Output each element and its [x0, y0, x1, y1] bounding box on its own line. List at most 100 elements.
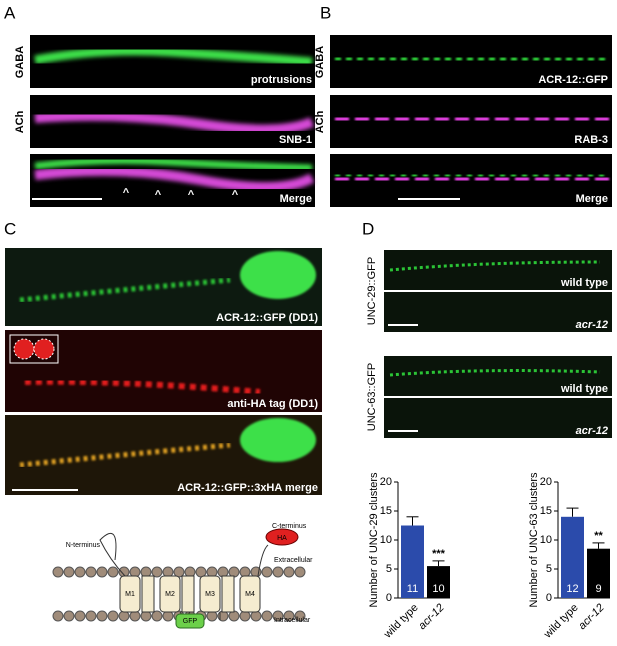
signal: [334, 174, 611, 184]
y-tick-label: 5: [386, 563, 392, 575]
lipid: [151, 566, 163, 578]
lipid: [261, 610, 273, 622]
image-label: wild type: [560, 383, 608, 395]
image: [330, 154, 612, 207]
lipid: [96, 566, 108, 578]
row-label: UNC-29::GFP: [366, 257, 378, 325]
image-label: ACR-12::GFP (DD1): [216, 312, 318, 324]
y-tick-label: 10: [540, 534, 552, 546]
image: [330, 95, 612, 148]
lipid: [63, 566, 75, 578]
lipid: [52, 610, 64, 622]
diagram-label: M3: [205, 591, 215, 598]
bar: [587, 548, 610, 598]
lipid: [151, 610, 163, 622]
panel-d: D UNC-29::GFP UNC-63::GFP wild type acr-…: [362, 219, 612, 438]
helix: [221, 575, 235, 613]
signal: [240, 418, 316, 462]
n-label: 9: [595, 583, 601, 595]
signal: [19, 442, 231, 468]
lipid: [294, 566, 306, 578]
image: [384, 398, 612, 438]
helix: [141, 575, 155, 613]
lipid: [107, 566, 119, 578]
bar: [427, 566, 450, 598]
signal: [34, 46, 313, 67]
panel-label: B: [320, 3, 331, 22]
signal: [240, 251, 316, 299]
lipid: [74, 610, 86, 622]
y-axis-label: Number of UNC-29 clusters: [368, 472, 380, 608]
y-tick-label: 20: [380, 476, 392, 488]
helix: [199, 575, 221, 613]
lipid: [85, 566, 97, 578]
image-label: Merge: [280, 193, 312, 205]
signal: [389, 260, 601, 272]
n-label: 11: [407, 583, 418, 595]
image: [384, 356, 612, 396]
y-tick-label: 15: [380, 505, 392, 517]
y-tick-label: 0: [386, 592, 392, 604]
image-label: RAB-3: [574, 134, 608, 146]
ha-tag: [265, 528, 299, 546]
x-tick-label: acr-12: [416, 602, 446, 632]
image: [384, 250, 612, 290]
signal: [334, 172, 611, 179]
lipid: [283, 610, 295, 622]
arrowhead: ^: [188, 189, 195, 201]
diagram-label: M2: [165, 591, 175, 598]
arrowhead: ^: [155, 189, 162, 201]
image-label: acr-12: [576, 319, 608, 331]
helix: [119, 575, 141, 613]
bar: [401, 525, 424, 598]
panel-a: A GABA ACh protrusions SNB-1 Merge ^ ^ ^…: [4, 3, 315, 207]
n-label: 12: [566, 583, 578, 595]
image: [384, 292, 612, 332]
bar: [561, 516, 584, 598]
x-tick-label: wild type: [381, 602, 420, 641]
image-label: Merge: [576, 193, 608, 205]
row-label: ACh: [14, 110, 26, 133]
x-tick-label: wild type: [541, 602, 580, 641]
y-tick-label: 0: [546, 592, 552, 604]
lipid: [294, 610, 306, 622]
diagram-label: N-terminus: [66, 542, 101, 549]
row-label: GABA: [314, 46, 326, 78]
diagram-label: M4: [245, 591, 255, 598]
y-tick-label: 10: [380, 534, 392, 546]
lipid: [272, 610, 284, 622]
lipid: [261, 566, 273, 578]
image-label: anti-HA tag (DD1): [227, 398, 318, 410]
image-label: wild type: [560, 277, 608, 289]
signal: [34, 157, 313, 172]
y-tick-label: 15: [540, 505, 552, 517]
diagram-label: M1: [125, 591, 135, 598]
diagram: N-terminus C-terminus HA Extracellular Intra…: [52, 523, 313, 629]
diagram-label: Intracellular: [274, 617, 311, 624]
panel-label: D: [362, 219, 374, 238]
significance: **: [594, 530, 603, 542]
image-label: ACR-12::GFP::3xHA merge: [177, 482, 318, 494]
panel-b: B GABA ACh ACR-12::GFP RAB-3 Merge: [314, 3, 612, 207]
image-label: ACR-12::GFP: [538, 74, 608, 86]
arrowhead: ^: [123, 187, 130, 199]
signal: [334, 55, 611, 63]
row-label: UNC-63::GFP: [366, 363, 378, 431]
y-axis-label: Number of UNC-63 clusters: [528, 472, 540, 608]
gfp-tag: [175, 613, 205, 629]
diagram-label: GFP: [183, 618, 198, 625]
n-label: 10: [432, 583, 444, 595]
image-label: protrusions: [251, 74, 312, 86]
lipid: [85, 610, 97, 622]
signal: [19, 277, 231, 303]
image-label: SNB-1: [279, 134, 312, 146]
helix: [159, 575, 181, 613]
inset-cell: [33, 338, 55, 360]
inset-cell: [13, 338, 35, 360]
signal: [334, 114, 611, 124]
diagram-label: Extracellular: [274, 557, 313, 564]
significance: ***: [432, 548, 446, 560]
helix: [181, 575, 195, 613]
x-tick-label: acr-12: [576, 602, 606, 632]
